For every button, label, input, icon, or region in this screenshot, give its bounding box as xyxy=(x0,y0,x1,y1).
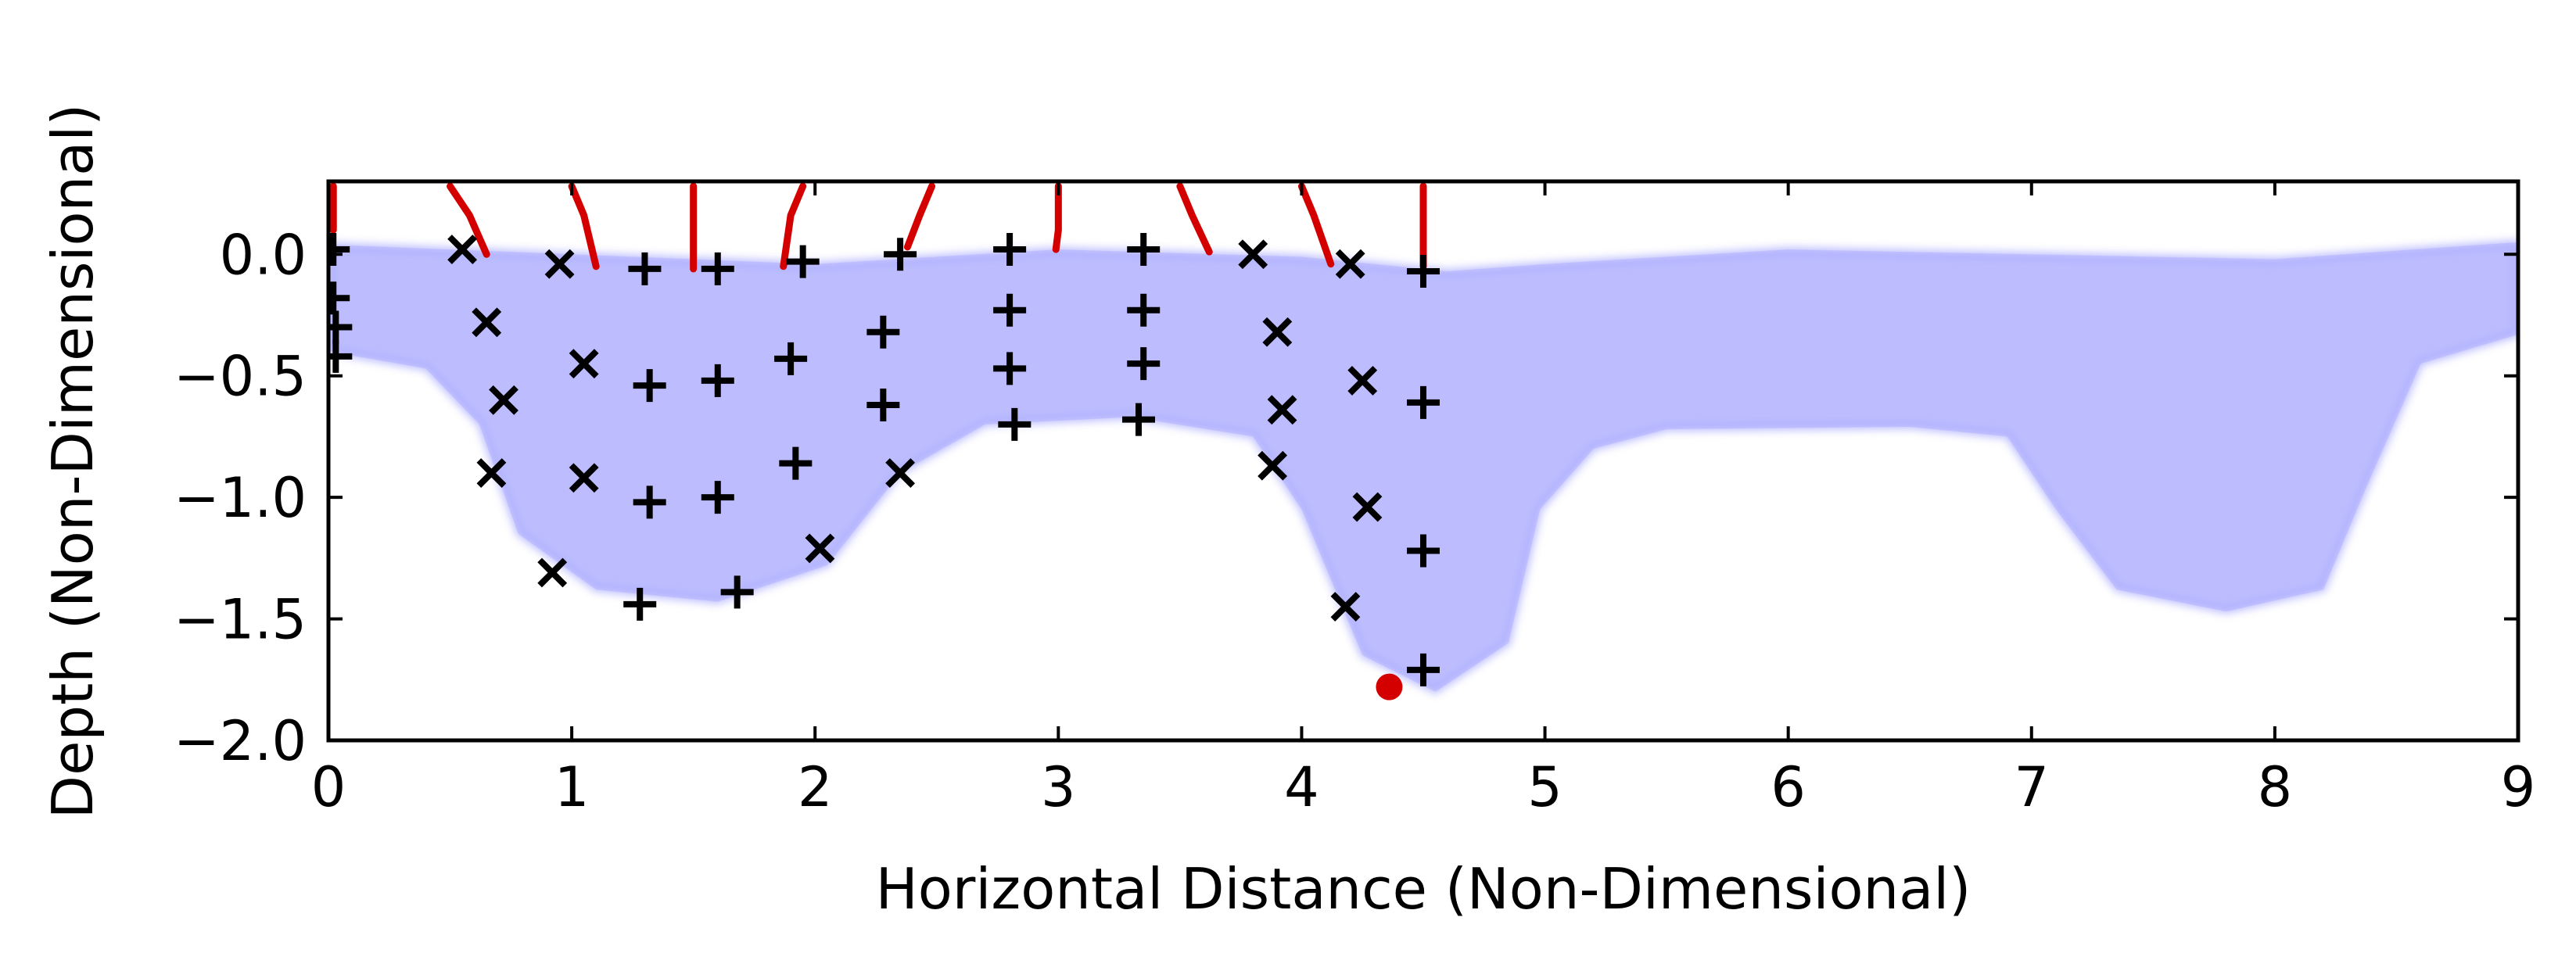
tracer-marker-plus xyxy=(866,389,900,421)
tracer-marker-plus xyxy=(633,369,666,403)
tracer-marker-plus xyxy=(701,252,734,285)
x-tick-label: 2 xyxy=(798,755,833,819)
tracer-marker-x xyxy=(489,385,518,415)
tracer-marker-plus xyxy=(1407,385,1440,419)
tracer-marker-plus xyxy=(633,486,666,519)
tracer-marker-plus xyxy=(993,233,1027,267)
tracer-marker-plus xyxy=(328,339,353,373)
tracer-marker-plus xyxy=(1122,403,1155,436)
x-axis-ticks: 0 1 2 3 4 5 6 7 8 9 xyxy=(311,181,2536,819)
tracer-marker-plus xyxy=(720,575,754,609)
tracer-marker-plus xyxy=(623,587,657,621)
y-tick-label: 0.0 xyxy=(220,223,307,287)
tracer-marker-plus xyxy=(328,281,350,315)
y-axis-title: Depth (Non-Dimensional) xyxy=(40,104,106,819)
tracer-marker-x xyxy=(476,458,507,488)
tracer-marker-x xyxy=(569,349,599,379)
x-tick-label: 1 xyxy=(554,755,590,819)
x-tick-label: 6 xyxy=(1771,755,1806,819)
tracer-marker-x xyxy=(1258,450,1288,481)
tracer-marker-plus xyxy=(866,315,900,349)
tracer-marker-x xyxy=(1347,365,1378,396)
y-tick-label: −1.0 xyxy=(174,466,307,530)
y-tick-label: −2.0 xyxy=(174,709,307,773)
particle-cloud-area xyxy=(328,238,2518,697)
tracer-marker-x xyxy=(447,235,478,264)
track-line xyxy=(780,182,807,271)
highlight-point xyxy=(1376,673,1403,700)
track-line xyxy=(568,182,600,271)
tracer-marker-plus xyxy=(701,481,734,514)
tracer-marker-plus xyxy=(1127,293,1161,327)
x-tick-label: 0 xyxy=(311,755,346,819)
tracer-marker-x xyxy=(569,463,599,493)
track-line xyxy=(903,182,936,251)
x-axis-title: Horizontal Distance (Non-Dimensional) xyxy=(876,856,1971,922)
tracer-marker-plus xyxy=(884,238,917,271)
tracer-marker-plus xyxy=(779,446,813,480)
tracer-marker-x xyxy=(885,458,916,488)
tracer-marker-x xyxy=(1238,239,1268,270)
y-tick-label: −0.5 xyxy=(174,345,307,409)
tracer-marker-x xyxy=(472,307,502,338)
tracer-marker-plus xyxy=(1407,653,1440,686)
tracer-marker-x xyxy=(1330,592,1361,622)
tracer-marker-x xyxy=(1335,249,1365,279)
tracer-marker-plus xyxy=(774,342,808,375)
highlight-layer xyxy=(1376,673,1403,700)
track-line xyxy=(1297,182,1335,268)
tracer-marker-x xyxy=(1267,395,1297,425)
particle-region xyxy=(328,238,2518,697)
tracer-marker-plus xyxy=(993,293,1027,327)
x-tick-label: 7 xyxy=(2015,755,2050,819)
tracer-marker-plus xyxy=(701,364,734,397)
tracer-marker-x xyxy=(544,249,575,279)
tracer-marker-plus xyxy=(786,245,820,278)
tracer-marker-plus xyxy=(1407,534,1440,568)
tracer-marker-x xyxy=(1262,317,1293,347)
tracer-marker-plus xyxy=(1407,255,1440,288)
tracer-marker-plus xyxy=(993,352,1027,385)
y-tick-label: −1.5 xyxy=(174,588,307,652)
y-axis-ticks: 0.0 −0.5 −1.0 −1.5 −2.0 xyxy=(174,223,2518,773)
tracer-marker-x xyxy=(805,533,835,564)
x-tick-label: 4 xyxy=(1284,755,1319,819)
tracer-marker-plus xyxy=(628,252,662,285)
tracer-marker-plus xyxy=(328,310,353,344)
x-tick-label: 5 xyxy=(1527,755,1562,819)
particle-cloud-core xyxy=(328,242,2518,692)
tracer-marker-plus xyxy=(1127,347,1161,381)
tracer-marker-plus xyxy=(1127,233,1161,267)
plot-frame xyxy=(326,179,2520,743)
track-line xyxy=(1176,182,1213,256)
x-tick-label: 3 xyxy=(1041,755,1076,819)
track-line xyxy=(1052,182,1062,253)
tracer-marker-x xyxy=(537,557,568,588)
track-line xyxy=(447,182,490,258)
tracer-marker-plus xyxy=(328,233,350,267)
tracer-markers xyxy=(328,233,1440,686)
tracer-marker-plus xyxy=(998,407,1031,441)
track-lines xyxy=(329,182,1427,273)
x-tick-label: 8 xyxy=(2258,755,2293,819)
tracer-marker-x xyxy=(1352,492,1383,522)
x-tick-label: 9 xyxy=(2501,755,2536,819)
